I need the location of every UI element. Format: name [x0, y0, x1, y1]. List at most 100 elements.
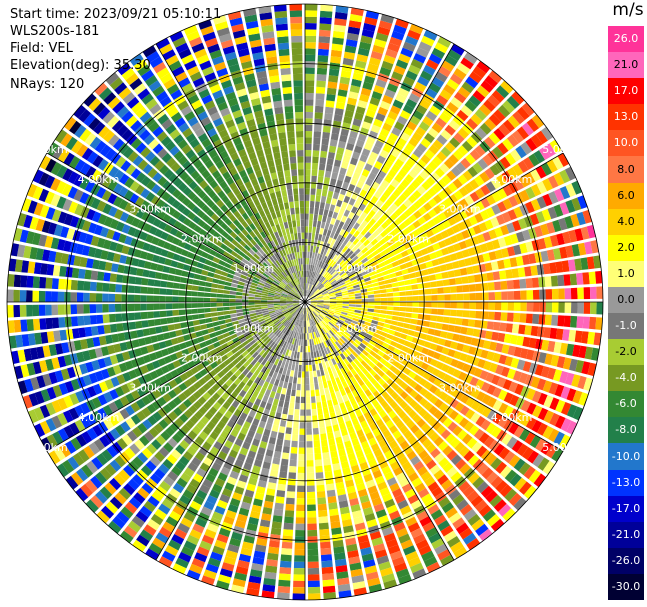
velocity-gate: [134, 312, 142, 320]
velocity-gate: [363, 206, 371, 215]
velocity-gate: [495, 85, 510, 99]
velocity-gate: [380, 331, 388, 338]
velocity-gate: [158, 526, 172, 539]
velocity-gate: [352, 510, 363, 519]
velocity-gate: [166, 310, 173, 317]
velocity-gate: [470, 236, 480, 246]
velocity-gate: [545, 289, 553, 300]
velocity-gate: [334, 11, 348, 20]
velocity-gate: [415, 104, 428, 115]
velocity-gate: [348, 197, 356, 206]
velocity-gate: [210, 361, 218, 369]
velocity-gate: [532, 405, 543, 418]
velocity-gate: [300, 345, 303, 353]
velocity-gate: [475, 311, 483, 319]
velocity-gate: [423, 282, 431, 289]
velocity-gate: [92, 336, 101, 347]
velocity-gate: [308, 313, 311, 320]
velocity-gate: [285, 503, 295, 511]
velocity-gate: [74, 419, 86, 432]
velocity-gate: [456, 302, 464, 309]
velocity-gate: [118, 487, 132, 500]
velocity-gate: [214, 456, 225, 466]
velocity-gate: [488, 113, 501, 127]
velocity-gate: [414, 250, 423, 258]
velocity-gate: [185, 340, 193, 348]
velocity-gate: [48, 250, 57, 263]
velocity-gate: [344, 400, 352, 408]
velocity-gate: [348, 20, 362, 29]
velocity-gate: [381, 573, 396, 583]
velocity-gate: [92, 383, 103, 395]
velocity-gate: [339, 455, 348, 463]
velocity-gate: [347, 491, 358, 500]
velocity-gate: [332, 211, 339, 219]
velocity-gate: [65, 475, 79, 490]
velocity-gate: [38, 234, 48, 247]
velocity-gate: [316, 296, 323, 299]
velocity-gate: [329, 278, 336, 284]
velocity-gate: [333, 546, 345, 554]
velocity-gate: [224, 281, 232, 287]
velocity-gate: [337, 416, 345, 424]
velocity-gate: [140, 286, 148, 294]
velocity-gate: [397, 115, 408, 126]
velocity-gate: [290, 317, 295, 323]
velocity-gate: [221, 328, 229, 334]
velocity-gate: [327, 81, 338, 89]
velocity-gate: [330, 279, 337, 285]
velocity-gate: [407, 223, 416, 232]
velocity-gate: [468, 346, 477, 355]
velocity-gate: [287, 305, 294, 308]
velocity-gate: [271, 326, 277, 332]
velocity-gate: [371, 320, 379, 325]
velocity-gate: [81, 245, 91, 256]
velocity-gate: [229, 298, 236, 302]
velocity-gate: [582, 316, 590, 329]
velocity-gate: [458, 334, 467, 343]
velocity-gate: [67, 254, 76, 266]
velocity-gate: [340, 288, 348, 292]
velocity-gate: [157, 396, 167, 407]
velocity-gate: [452, 517, 466, 530]
velocity-gate: [400, 236, 409, 244]
velocity-gate: [354, 348, 362, 356]
velocity-gate: [326, 286, 333, 291]
velocity-gate: [535, 130, 548, 145]
velocity-gate: [331, 336, 337, 343]
velocity-gate: [420, 154, 431, 165]
velocity-gate: [486, 514, 501, 527]
velocity-gate: [234, 459, 244, 468]
velocity-gate: [315, 246, 320, 254]
velocity-gate: [568, 229, 578, 243]
velocity-gate: [39, 360, 48, 373]
velocity-gate: [423, 381, 433, 391]
velocity-gate: [265, 338, 272, 345]
velocity-gate: [77, 280, 85, 291]
velocity-gate: [332, 539, 344, 548]
velocity-gate: [383, 54, 396, 65]
velocity-gate: [145, 252, 154, 261]
velocity-gate: [483, 360, 492, 371]
velocity-gate: [357, 414, 366, 423]
velocity-gate: [559, 370, 569, 384]
velocity-gate: [329, 320, 336, 326]
velocity-gate: [501, 433, 513, 446]
velocity-gate: [289, 316, 294, 323]
velocity-gate: [438, 354, 447, 363]
velocity-gate: [307, 345, 311, 353]
velocity-gate: [368, 437, 377, 446]
velocity-gate: [378, 280, 386, 286]
velocity-gate: [322, 452, 330, 460]
velocity-gate: [457, 86, 471, 99]
velocity-gate: [322, 294, 330, 297]
velocity-gate: [267, 298, 274, 301]
velocity-gate: [443, 197, 453, 208]
velocity-gate: [345, 39, 358, 48]
velocity-gate: [325, 325, 331, 332]
velocity-gate: [492, 146, 504, 159]
velocity-gate: [365, 69, 377, 79]
velocity-gate: [193, 325, 202, 332]
velocity-gate: [328, 223, 334, 231]
velocity-gate: [121, 284, 129, 293]
